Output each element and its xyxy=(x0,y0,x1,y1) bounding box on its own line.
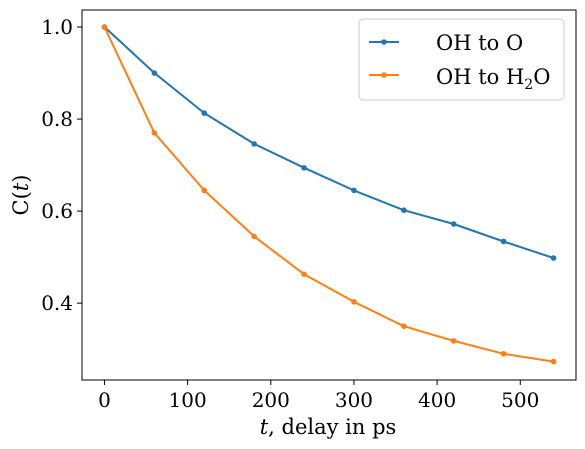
data-point-oh-to-h2o xyxy=(301,271,307,277)
data-point-oh-to-o xyxy=(151,70,158,76)
legend-label-oh-to-h2o-tail: O xyxy=(533,65,550,89)
data-point-oh-to-o xyxy=(301,165,307,171)
series-layer xyxy=(101,24,557,365)
data-point-oh-to-h2o xyxy=(201,187,208,194)
legend-box xyxy=(358,18,565,101)
data-point-oh-to-o xyxy=(550,255,557,261)
legend-label-oh-to-h2o: OH to H2O xyxy=(436,65,550,93)
y-tick-label: 0.8 xyxy=(41,107,73,131)
x-axis-label: t, delay in ps xyxy=(260,415,397,439)
x-tick-label: 400 xyxy=(418,388,456,412)
series-line-oh-to-o xyxy=(103,26,554,259)
x-tick-label: 100 xyxy=(169,388,207,412)
data-point-oh-to-h2o xyxy=(550,358,557,365)
data-point-oh-to-o xyxy=(500,238,507,245)
x-tick-label: 200 xyxy=(252,388,290,412)
data-point-oh-to-h2o xyxy=(151,130,158,136)
data-point-oh-to-o xyxy=(450,221,457,227)
legend-marker-oh-to-o xyxy=(381,39,387,45)
y-tick-label: 0.4 xyxy=(41,291,73,315)
y-axis-label-prefix: C( xyxy=(9,191,33,215)
series-line-oh-to-h2o xyxy=(103,26,554,363)
y-tick-label: 0.6 xyxy=(41,199,73,223)
x-tick-label: 0 xyxy=(98,388,111,412)
x-tick-label: 500 xyxy=(501,388,539,412)
x-axis-label-variable: t xyxy=(260,415,269,439)
y-axis-label-suffix: ) xyxy=(9,175,33,183)
y-axis-label-variable: t xyxy=(9,182,33,191)
y-axis-label: C(t) xyxy=(9,175,33,216)
data-point-oh-to-h2o xyxy=(500,350,507,357)
data-point-oh-to-o xyxy=(251,141,257,147)
ticks-layer: 0 100 200 300 400 500 0.4 0.6 0.8 1.0 xyxy=(41,15,539,412)
data-point-oh-to-h2o xyxy=(251,233,257,240)
y-tick-label: 1.0 xyxy=(41,15,73,39)
plot-frame xyxy=(81,9,577,381)
data-point-oh-to-h2o xyxy=(101,24,108,30)
data-point-oh-to-o xyxy=(351,187,357,194)
x-axis-label-text: , delay in ps xyxy=(268,415,396,439)
legend-label-oh-to-o-main: OH to O xyxy=(436,31,523,55)
data-point-oh-to-o xyxy=(401,207,407,213)
data-point-oh-to-h2o xyxy=(450,338,457,344)
legend-label-oh-to-o: OH to O xyxy=(436,31,523,55)
data-point-oh-to-h2o xyxy=(351,298,357,305)
legend-marker-oh-to-h2o xyxy=(381,72,387,78)
data-point-oh-to-h2o xyxy=(401,323,407,329)
legend: OH to O OH to H2O xyxy=(358,18,565,101)
x-tick-label: 300 xyxy=(335,388,373,412)
legend-label-oh-to-h2o-subscript: 2 xyxy=(524,77,533,93)
data-point-oh-to-o xyxy=(201,110,208,116)
legend-label-oh-to-h2o-main: OH to H xyxy=(436,65,524,89)
